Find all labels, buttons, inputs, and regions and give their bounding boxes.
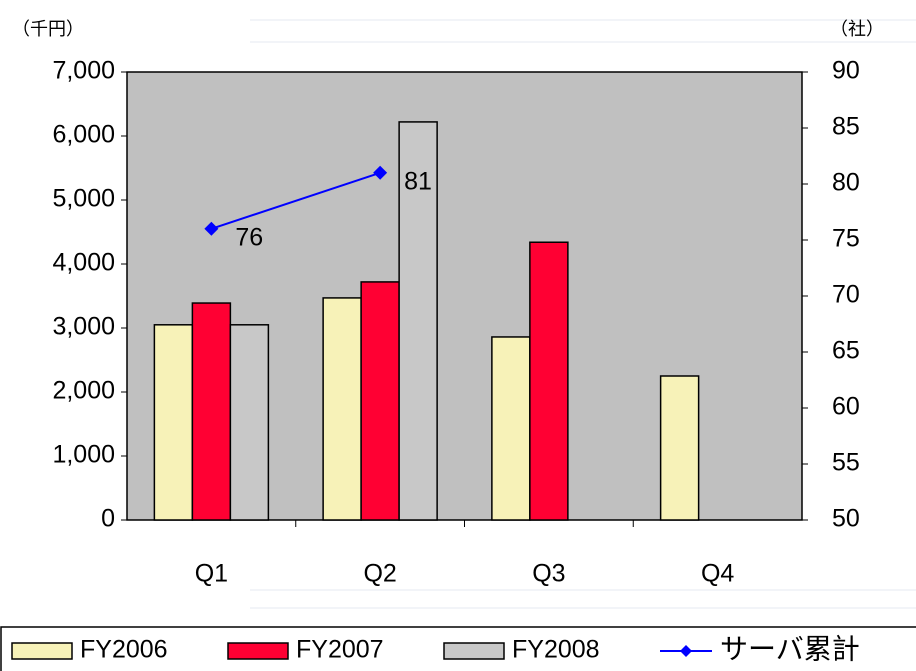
- y-tick-label: 6,000: [52, 121, 115, 149]
- bar: [491, 336, 531, 521]
- legend-swatch: [443, 642, 505, 660]
- y2-tick-label: 65: [832, 337, 860, 365]
- y-tick-label: 5,000: [52, 185, 115, 213]
- y2-tick-label: 90: [832, 57, 860, 85]
- bar: [229, 324, 270, 521]
- y2-tick-label: 80: [832, 169, 860, 197]
- y-tick-label: 2,000: [52, 377, 115, 405]
- y2-tick-label: 85: [832, 113, 860, 141]
- x-tick-label: Q3: [532, 560, 565, 588]
- y2-tick-label: 75: [832, 225, 860, 253]
- y2-tick-label: 70: [832, 281, 860, 309]
- y-tick-label: 7,000: [52, 57, 115, 85]
- legend-label: FY2008: [512, 636, 600, 664]
- line-marker: [373, 165, 388, 180]
- bar: [153, 324, 194, 521]
- bar: [191, 302, 232, 521]
- bar: [529, 241, 569, 521]
- y2-tick-label: 60: [832, 393, 860, 421]
- x-tick-label: Q4: [701, 560, 734, 588]
- bar: [322, 297, 362, 521]
- legend-swatch: [680, 645, 692, 657]
- legend-swatch: [227, 642, 289, 660]
- data-label: 81: [404, 167, 432, 195]
- y2-tick-label: 55: [832, 449, 860, 477]
- x-tick-label: Q2: [363, 560, 396, 588]
- y2-tick-label: 50: [832, 505, 860, 533]
- y-tick-label: 3,000: [52, 313, 115, 341]
- data-label: 76: [235, 223, 263, 251]
- y-tick-label: 0: [101, 505, 115, 533]
- line-marker: [204, 221, 219, 236]
- y2-axis-label: （社）: [830, 19, 884, 39]
- legend-swatch: [11, 642, 73, 660]
- legend-label: サーバ累計: [720, 633, 860, 664]
- bar: [360, 281, 400, 521]
- y-axis-label: （千円）: [12, 19, 84, 39]
- bar: [659, 375, 700, 521]
- bar: [398, 121, 438, 521]
- x-tick-label: Q1: [195, 560, 228, 588]
- legend-label: FY2007: [296, 636, 384, 664]
- y-tick-label: 1,000: [52, 441, 115, 469]
- legend-label: FY2006: [80, 636, 168, 664]
- background-stripes: [250, 19, 916, 609]
- line-series: [211, 171, 381, 230]
- y-tick-label: 4,000: [52, 249, 115, 277]
